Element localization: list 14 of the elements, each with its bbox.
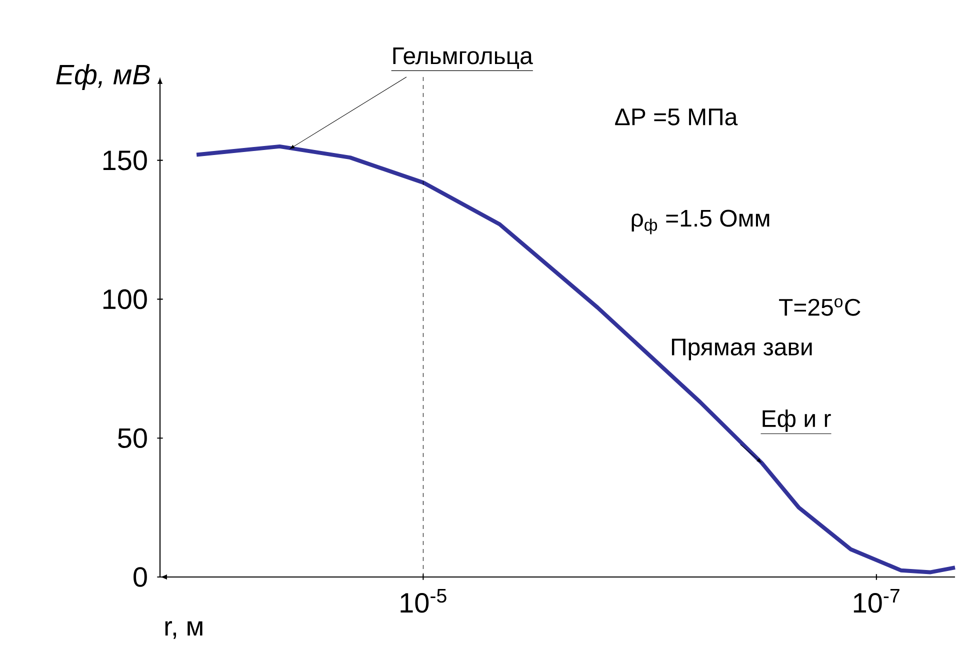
annotation: Прямая зави bbox=[672, 338, 812, 360]
annotation: Еф и r bbox=[762, 409, 831, 432]
annotation: ρ$_{ф}$ =1.5 Омм bbox=[632, 210, 770, 234]
y-tick-label: 150 bbox=[103, 150, 147, 170]
annotation: Гельмгольца bbox=[393, 48, 533, 69]
x-tick-label: 10$^{-7}$ bbox=[854, 589, 900, 613]
x-axis-title: r, м bbox=[165, 621, 202, 639]
y-tick-label: 0 bbox=[134, 567, 147, 587]
y-tick-label: 50 bbox=[118, 428, 147, 448]
y-tick-label: 100 bbox=[103, 289, 147, 310]
annotation: ΔP =5 МПа bbox=[615, 108, 738, 126]
y-axis-title: Eф, мВ bbox=[56, 64, 150, 90]
x-tick-label: 10$^{-5}$ bbox=[400, 589, 446, 613]
annotation: T=25$^{o}$C bbox=[779, 298, 860, 316]
